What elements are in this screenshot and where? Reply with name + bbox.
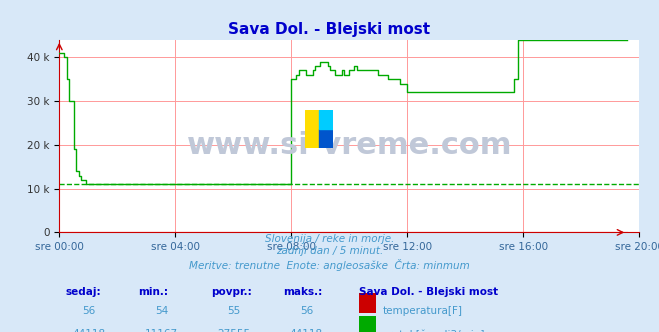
Text: temperatura[F]: temperatura[F] (382, 306, 462, 316)
Text: zadnji dan / 5 minut.: zadnji dan / 5 minut. (276, 246, 383, 256)
Text: maks.:: maks.: (283, 287, 323, 297)
Text: min.:: min.: (138, 287, 169, 297)
Text: 44118: 44118 (290, 329, 323, 332)
Bar (305, 110, 319, 148)
Text: sedaj:: sedaj: (66, 287, 101, 297)
Text: Meritve: trenutne  Enote: angleosaške  Črta: minmum: Meritve: trenutne Enote: angleosaške Črt… (189, 259, 470, 271)
Text: pretok[čevelj3/min]: pretok[čevelj3/min] (382, 329, 485, 332)
Bar (319, 128, 333, 148)
Text: 11167: 11167 (145, 329, 178, 332)
Text: Sava Dol. - Blejski most: Sava Dol. - Blejski most (229, 22, 430, 37)
Text: 44118: 44118 (72, 329, 105, 332)
Bar (319, 110, 333, 128)
Text: 55: 55 (227, 306, 241, 316)
Text: 54: 54 (155, 306, 168, 316)
Text: povpr.:: povpr.: (211, 287, 252, 297)
Text: Slovenija / reke in morje.: Slovenija / reke in morje. (265, 234, 394, 244)
Text: Sava Dol. - Blejski most: Sava Dol. - Blejski most (359, 287, 498, 297)
Text: 27555: 27555 (217, 329, 250, 332)
Text: 56: 56 (300, 306, 313, 316)
Text: www.si-vreme.com: www.si-vreme.com (186, 131, 512, 160)
Text: 56: 56 (82, 306, 96, 316)
